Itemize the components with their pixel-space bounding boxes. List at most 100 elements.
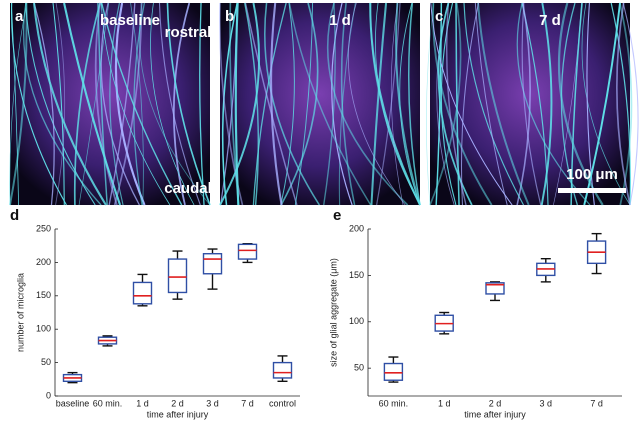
image-label: caudal [164, 180, 212, 197]
fiber [199, 2, 205, 206]
fiber [221, 2, 238, 206]
fiber [234, 2, 240, 206]
box [485, 282, 505, 295]
fiber [347, 2, 406, 206]
x-tick-label: 2 d [489, 398, 502, 408]
y-tick-label: 50 [354, 363, 364, 373]
fiber [370, 2, 388, 206]
fiber [327, 2, 409, 206]
fiber [460, 2, 480, 206]
fiber [586, 2, 595, 206]
x-tick-label: 60 min. [93, 398, 123, 408]
fiber [55, 2, 66, 206]
fiber [9, 2, 27, 206]
scale-bar [558, 188, 626, 193]
fiber [114, 2, 146, 206]
x-tick-label: 7 d [590, 398, 603, 408]
fiber [323, 2, 336, 206]
image-label: rostral [165, 24, 212, 41]
fiber [369, 2, 421, 206]
fiber [540, 2, 553, 206]
box [237, 243, 258, 260]
fiber [100, 2, 171, 206]
fiber [395, 2, 421, 206]
fiber [101, 2, 183, 206]
fiber [33, 2, 107, 206]
fiber [521, 2, 542, 206]
fiber [94, 2, 118, 206]
x-tick-label: 7 d [241, 398, 254, 408]
box [202, 253, 223, 275]
fiber [408, 2, 421, 206]
fiber [244, 2, 260, 206]
fiber [583, 2, 621, 206]
y-tick-label: 100 [349, 316, 364, 326]
fiber [616, 2, 631, 206]
fiber [622, 2, 639, 206]
fiber [280, 2, 295, 206]
fiber [130, 2, 144, 206]
image-label: 1 d [329, 12, 351, 29]
fiber [11, 2, 19, 206]
y-tick-label: 200 [349, 223, 364, 233]
fiber [521, 2, 549, 206]
box [272, 361, 293, 379]
fiber [78, 2, 110, 206]
fiber [73, 2, 101, 206]
y-tick-label: 100 [36, 324, 51, 334]
fiber [252, 2, 287, 206]
y-tick-label: 150 [349, 270, 364, 280]
x-tick-label: baseline [56, 398, 90, 408]
panel-letter: c [435, 8, 443, 25]
fiber [581, 2, 631, 206]
fiber [172, 2, 191, 206]
panel-letter: e [333, 207, 341, 224]
y-tick-label: 200 [36, 257, 51, 267]
fiber [109, 2, 124, 206]
x-tick-label: 2 d [171, 398, 184, 408]
fiber [557, 2, 604, 206]
fiber [437, 2, 473, 206]
fiber [516, 2, 591, 206]
x-tick-label: 3 d [206, 398, 219, 408]
y-axis-label: number of microglia [15, 273, 25, 352]
fiber [113, 2, 143, 206]
box [383, 362, 404, 381]
box [167, 258, 188, 294]
x-tick-label: 1 d [438, 398, 451, 408]
fiber [139, 2, 211, 206]
image-label: 7 d [539, 12, 561, 29]
panel-letter: a [15, 8, 24, 25]
fiber [390, 2, 404, 206]
fiber [150, 2, 195, 206]
fiber [63, 2, 122, 206]
fiber [97, 2, 108, 206]
fiber [477, 2, 530, 206]
fiber [280, 2, 319, 206]
x-axis-label: time after injury [147, 409, 209, 419]
y-tick-label: 50 [41, 357, 51, 367]
x-tick-label: 1 d [136, 398, 149, 408]
x-axis-label: time after injury [464, 409, 526, 419]
y-tick-label: 150 [36, 290, 51, 300]
image-panel: a baseline rostral caudal [9, 2, 212, 206]
fiber [52, 2, 65, 206]
fiber [22, 2, 102, 206]
fiber [158, 2, 201, 206]
box [132, 281, 153, 305]
fiber [166, 2, 211, 206]
fiber [455, 2, 460, 206]
x-tick-label: 3 d [540, 398, 553, 408]
image-label: baseline [100, 12, 160, 29]
panel-letter: d [10, 207, 19, 224]
fiber [294, 2, 314, 206]
scale-bar-label: 100 μm [566, 166, 618, 183]
fiber [570, 2, 583, 206]
image-row: a baseline rostral caudal b 1 d c 7 d 100 μm [9, 2, 639, 206]
fiber [430, 2, 513, 206]
fiber [219, 2, 261, 206]
fiber [463, 2, 525, 206]
fiber [426, 2, 434, 206]
fiber [288, 2, 372, 206]
